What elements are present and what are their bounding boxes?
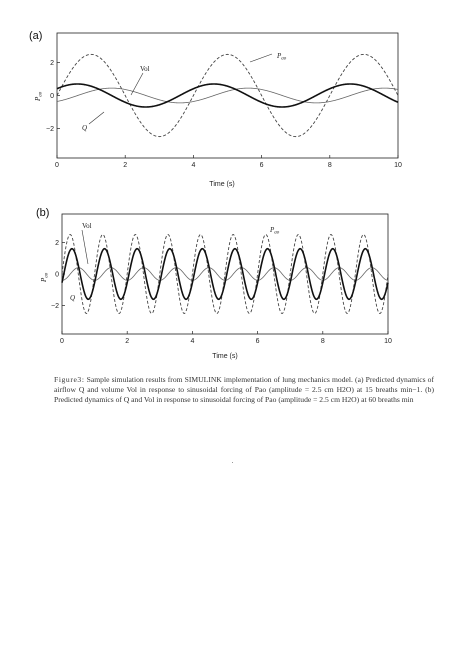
chart-a-vol-leader xyxy=(130,72,144,96)
chart-b-vol-leader xyxy=(81,229,89,265)
chart-a-pao-annotation: Pao xyxy=(276,52,287,62)
x-tick-label: 6 xyxy=(256,338,260,345)
series-a-q-line xyxy=(56,83,399,108)
x-tick-label: 0 xyxy=(55,162,59,169)
x-tick-label: 10 xyxy=(394,162,402,169)
series-a-pao-line xyxy=(56,53,399,138)
figure-caption: Figure3: Sample simulation results from … xyxy=(54,375,434,405)
x-tick-label: 4 xyxy=(191,162,195,169)
chart-b-q-annotation: Q xyxy=(70,294,75,302)
chart-a-xlabel: Time (s) xyxy=(209,181,234,188)
x-tick-label: 8 xyxy=(321,338,325,345)
stray-mark xyxy=(232,462,233,463)
series-b-q-line xyxy=(61,247,389,301)
x-tick-label: 8 xyxy=(328,162,332,169)
figure-label: Figure3: xyxy=(54,375,85,384)
chart-b-ticks: 0 2 4 6 8 10 2 0 −2 xyxy=(51,240,392,345)
figure-caption-text: Sample simulation results from SIMULINK … xyxy=(54,375,434,404)
y-tick-label: 0 xyxy=(50,93,54,100)
y-tick-label: 2 xyxy=(50,60,54,67)
x-tick-label: 0 xyxy=(60,338,64,345)
chart-b-ylabel: Pao xyxy=(40,272,50,283)
y-tick-label: 2 xyxy=(55,240,59,247)
y-tick-label: −2 xyxy=(46,126,54,133)
series-a-vol-line xyxy=(56,87,399,104)
chart-a-pao-leader xyxy=(249,53,273,63)
chart-a-q-annotation: Q xyxy=(82,124,87,132)
series-b-pao-line xyxy=(61,234,389,314)
chart-a-frame xyxy=(56,32,399,159)
chart-b: 0 2 4 6 8 10 2 0 −2 Pao Time (s) Vol Pao Q xyxy=(40,213,392,360)
chart-a-ylabel: Pao xyxy=(34,91,44,102)
y-tick-label: −2 xyxy=(51,303,59,310)
chart-a-ticks: 0 2 4 6 8 10 2 0 −2 xyxy=(46,60,402,169)
x-tick-label: 4 xyxy=(190,338,194,345)
panel-a-label: (a) xyxy=(29,30,43,42)
chart-a-q-leader xyxy=(88,111,105,125)
chart-b-pao-annotation: Pao xyxy=(269,226,280,236)
x-tick-label: 2 xyxy=(123,162,127,169)
x-tick-label: 6 xyxy=(260,162,264,169)
x-tick-label: 10 xyxy=(384,338,392,345)
chart-b-vol-annotation: Vol xyxy=(82,222,92,230)
chart-a: 0 2 4 6 8 10 2 0 −2 Pao Time (s) Pao Vol Q xyxy=(34,32,402,188)
panel-b-label: (b) xyxy=(36,207,50,219)
y-tick-label: 0 xyxy=(55,272,59,279)
x-tick-label: 2 xyxy=(125,338,129,345)
chart-b-xlabel: Time (s) xyxy=(212,353,237,360)
chart-a-vol-annotation: Vol xyxy=(140,65,150,73)
